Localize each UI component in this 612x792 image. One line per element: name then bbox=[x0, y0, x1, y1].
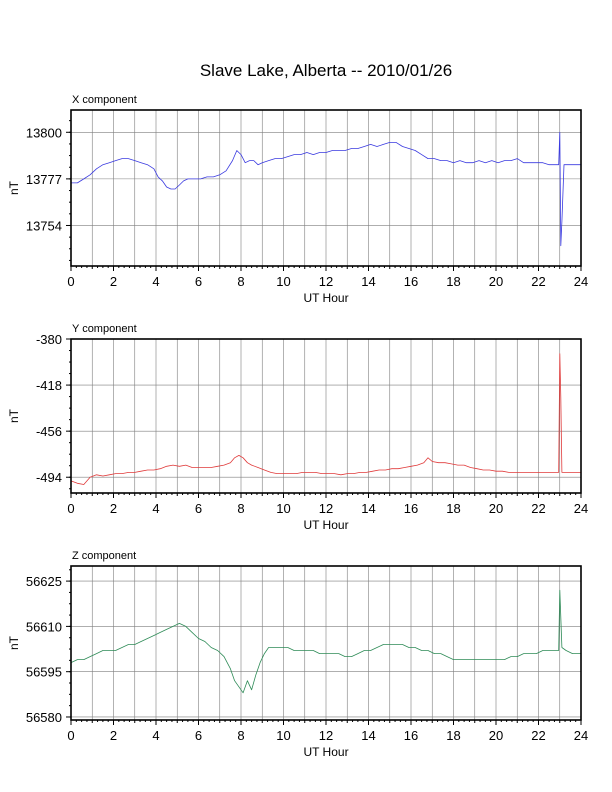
x-tick-label: 24 bbox=[574, 501, 588, 516]
x-tick-label: 18 bbox=[446, 274, 460, 289]
x-tick-label: 2 bbox=[110, 728, 117, 743]
chart-title: Slave Lake, Alberta -- 2010/01/26 bbox=[200, 61, 452, 80]
x-tick-label: 4 bbox=[152, 728, 159, 743]
y-tick-label: 13777 bbox=[26, 172, 62, 187]
x-tick-label: 4 bbox=[152, 501, 159, 516]
y-tick-label: 13800 bbox=[26, 125, 62, 140]
panel-title: Y component bbox=[72, 323, 137, 335]
x-tick-label: 24 bbox=[574, 274, 588, 289]
x-tick-label: 12 bbox=[319, 274, 333, 289]
x-tick-label: 2 bbox=[110, 501, 117, 516]
x-tick-label: 16 bbox=[404, 274, 418, 289]
x-tick-label: 22 bbox=[531, 728, 545, 743]
x-tick-label: 10 bbox=[276, 274, 290, 289]
x-tick-label: 0 bbox=[67, 728, 74, 743]
y-axis-label: nT bbox=[7, 635, 21, 650]
x-tick-label: 14 bbox=[361, 274, 375, 289]
x-tick-label: 10 bbox=[276, 501, 290, 516]
x-tick-label: 8 bbox=[237, 274, 244, 289]
y-tick-label: 56625 bbox=[26, 574, 62, 589]
y-tick-label: -380 bbox=[36, 332, 62, 347]
series-line bbox=[70, 353, 581, 485]
plot-frame bbox=[70, 109, 582, 267]
x-tick-label: 0 bbox=[67, 274, 74, 289]
x-tick-label: 6 bbox=[195, 501, 202, 516]
x-tick-label: 22 bbox=[531, 501, 545, 516]
x-tick-label: 24 bbox=[574, 728, 588, 743]
y-tick-label: 56580 bbox=[26, 710, 62, 725]
x-tick-label: 20 bbox=[489, 728, 503, 743]
panel-2: Y component-494-456-418-3800 2 4 6 8 10 12 14 16… bbox=[7, 323, 588, 532]
x-tick-label: 14 bbox=[361, 728, 375, 743]
y-axis-label: nT bbox=[7, 408, 21, 423]
x-tick-label: 10 bbox=[276, 728, 290, 743]
series-line bbox=[71, 131, 581, 247]
y-tick-label: -494 bbox=[36, 470, 62, 485]
x-tick-label: 20 bbox=[489, 501, 503, 516]
plot-frame bbox=[70, 565, 582, 721]
panel-title: X component bbox=[72, 94, 137, 106]
x-tick-label: 0 bbox=[67, 501, 74, 516]
x-tick-label: 8 bbox=[237, 728, 244, 743]
plot-frame bbox=[70, 338, 582, 494]
x-tick-label: 18 bbox=[446, 501, 460, 516]
panel-title: Z component bbox=[72, 550, 136, 562]
y-axis-label: nT bbox=[7, 180, 21, 195]
x-tick-label: 20 bbox=[489, 274, 503, 289]
x-tick-label: 6 bbox=[195, 728, 202, 743]
x-tick-label: 2 bbox=[110, 274, 117, 289]
x-axis-label: UT Hour bbox=[303, 291, 348, 305]
x-tick-label: 16 bbox=[404, 501, 418, 516]
x-tick-label: 8 bbox=[237, 501, 244, 516]
x-tick-label: 12 bbox=[319, 501, 333, 516]
x-axis-label: UT Hour bbox=[303, 518, 348, 532]
x-tick-label: 4 bbox=[152, 274, 159, 289]
x-tick-label: 6 bbox=[195, 274, 202, 289]
y-tick-label: -418 bbox=[36, 378, 62, 393]
y-tick-label: 56595 bbox=[26, 665, 62, 680]
y-tick-label: -456 bbox=[36, 424, 62, 439]
x-tick-label: 12 bbox=[319, 728, 333, 743]
x-tick-label: 16 bbox=[404, 728, 418, 743]
x-axis-label: UT Hour bbox=[303, 745, 348, 759]
x-tick-label: 22 bbox=[531, 274, 545, 289]
x-tick-label: 18 bbox=[446, 728, 460, 743]
y-tick-label: 13754 bbox=[26, 218, 62, 233]
series-line bbox=[70, 589, 581, 694]
y-tick-label: 56610 bbox=[26, 619, 62, 634]
x-tick-label: 14 bbox=[361, 501, 375, 516]
